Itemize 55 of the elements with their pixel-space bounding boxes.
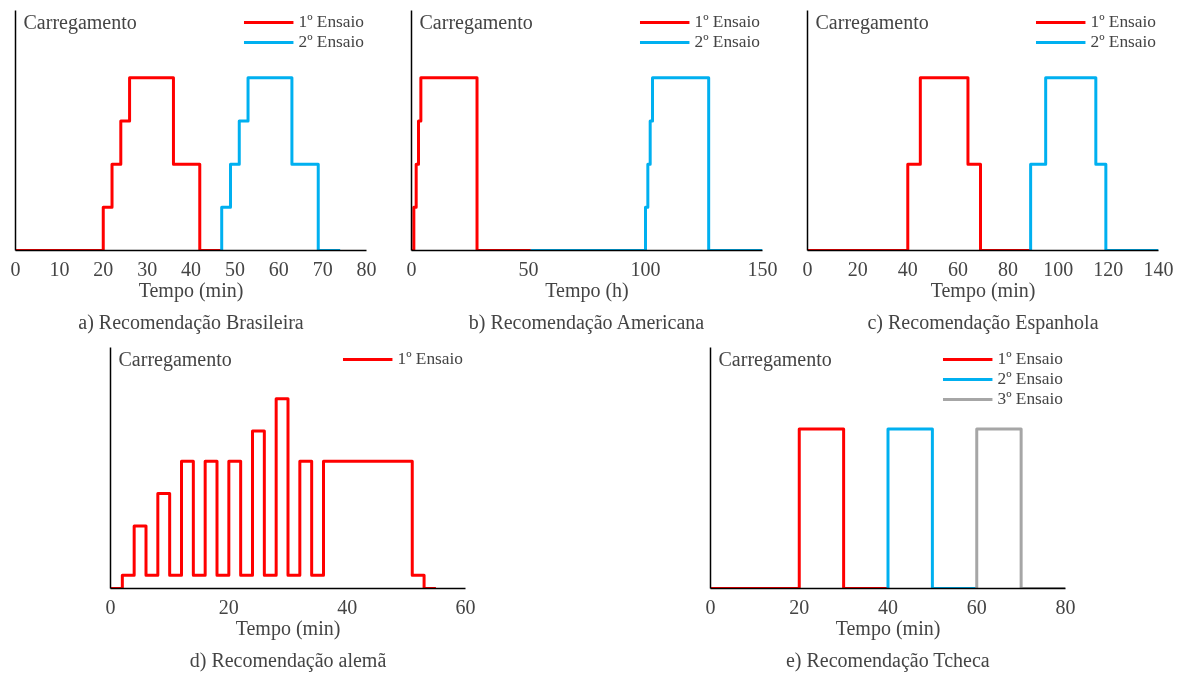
legend-label: 3º Ensaio xyxy=(997,389,1063,409)
x-tick-label: 50 xyxy=(518,257,539,280)
x-tick-label: 80 xyxy=(356,257,377,280)
x-tick-label: 20 xyxy=(218,595,239,618)
legend-label: 2º Ensaio xyxy=(1090,32,1156,52)
legend-label: 2º Ensaio xyxy=(298,32,364,52)
x-tick-label: 140 xyxy=(1143,257,1174,280)
x-tick-label: 120 xyxy=(1093,257,1124,280)
legend-label: 2º Ensaio xyxy=(694,32,760,52)
x-tick-label: 40 xyxy=(878,595,898,618)
x-axis-title: Tempo (min) xyxy=(930,278,1036,302)
x-tick-label: 50 xyxy=(224,257,245,280)
y-axis-title: Carregamento xyxy=(718,347,832,371)
x-tick-label: 60 xyxy=(455,595,476,618)
text: a) Recomendação Brasileira xyxy=(78,310,304,334)
x-tick-label: 80 xyxy=(998,257,1019,280)
text: c) Recomendação Espanhola xyxy=(867,310,1099,334)
x-tick-label: 80 xyxy=(1055,595,1076,618)
x-tick-label: 60 xyxy=(947,257,968,280)
x-tick-label: 60 xyxy=(966,595,987,618)
legend-label: 1º Ensaio xyxy=(1090,12,1156,32)
x-tick-label: 100 xyxy=(1043,257,1074,280)
x-tick-label: 0 xyxy=(802,257,813,280)
legend-label: 1º Ensaio xyxy=(694,12,760,32)
x-tick-label: 20 xyxy=(93,257,114,280)
x-tick-label: 40 xyxy=(181,257,201,280)
legend-label: 1º Ensaio xyxy=(298,12,364,32)
x-tick-label: 0 xyxy=(10,257,21,280)
x-tick-label: 0 xyxy=(406,257,417,280)
x-tick-label: 0 xyxy=(705,595,716,618)
x-tick-label: 0 xyxy=(105,595,116,618)
text: b) Recomendação Americana xyxy=(468,310,705,334)
x-tick-label: 40 xyxy=(897,257,918,280)
x-tick-label: 70 xyxy=(312,257,333,280)
x-tick-label: 40 xyxy=(337,595,358,618)
x-tick-label: 150 xyxy=(747,257,778,280)
x-axis-title: Tempo (h) xyxy=(545,278,629,302)
legend-label: 1º Ensaio xyxy=(397,349,463,369)
y-axis-title: Carregamento xyxy=(419,10,533,34)
x-tick-label: 10 xyxy=(49,257,70,280)
x-axis-title: Tempo (min) xyxy=(138,278,244,302)
x-axis-title: Tempo (min) xyxy=(835,616,941,640)
text: d) Recomendação alemã xyxy=(189,648,387,672)
legend-label: 1º Ensaio xyxy=(997,349,1063,369)
x-tick-label: 20 xyxy=(789,595,810,618)
y-axis-title: Carregamento xyxy=(23,10,137,34)
y-axis-title: Carregamento xyxy=(118,347,232,371)
x-tick-label: 60 xyxy=(268,257,289,280)
text: e) Recomendação Tcheca xyxy=(785,648,990,672)
x-tick-label: 20 xyxy=(847,257,868,280)
x-axis-title: Tempo (min) xyxy=(235,616,341,640)
y-axis-title: Carregamento xyxy=(815,10,929,34)
x-tick-label: 100 xyxy=(630,257,661,280)
x-tick-label: 30 xyxy=(137,257,158,280)
legend-label: 2º Ensaio xyxy=(997,369,1063,389)
